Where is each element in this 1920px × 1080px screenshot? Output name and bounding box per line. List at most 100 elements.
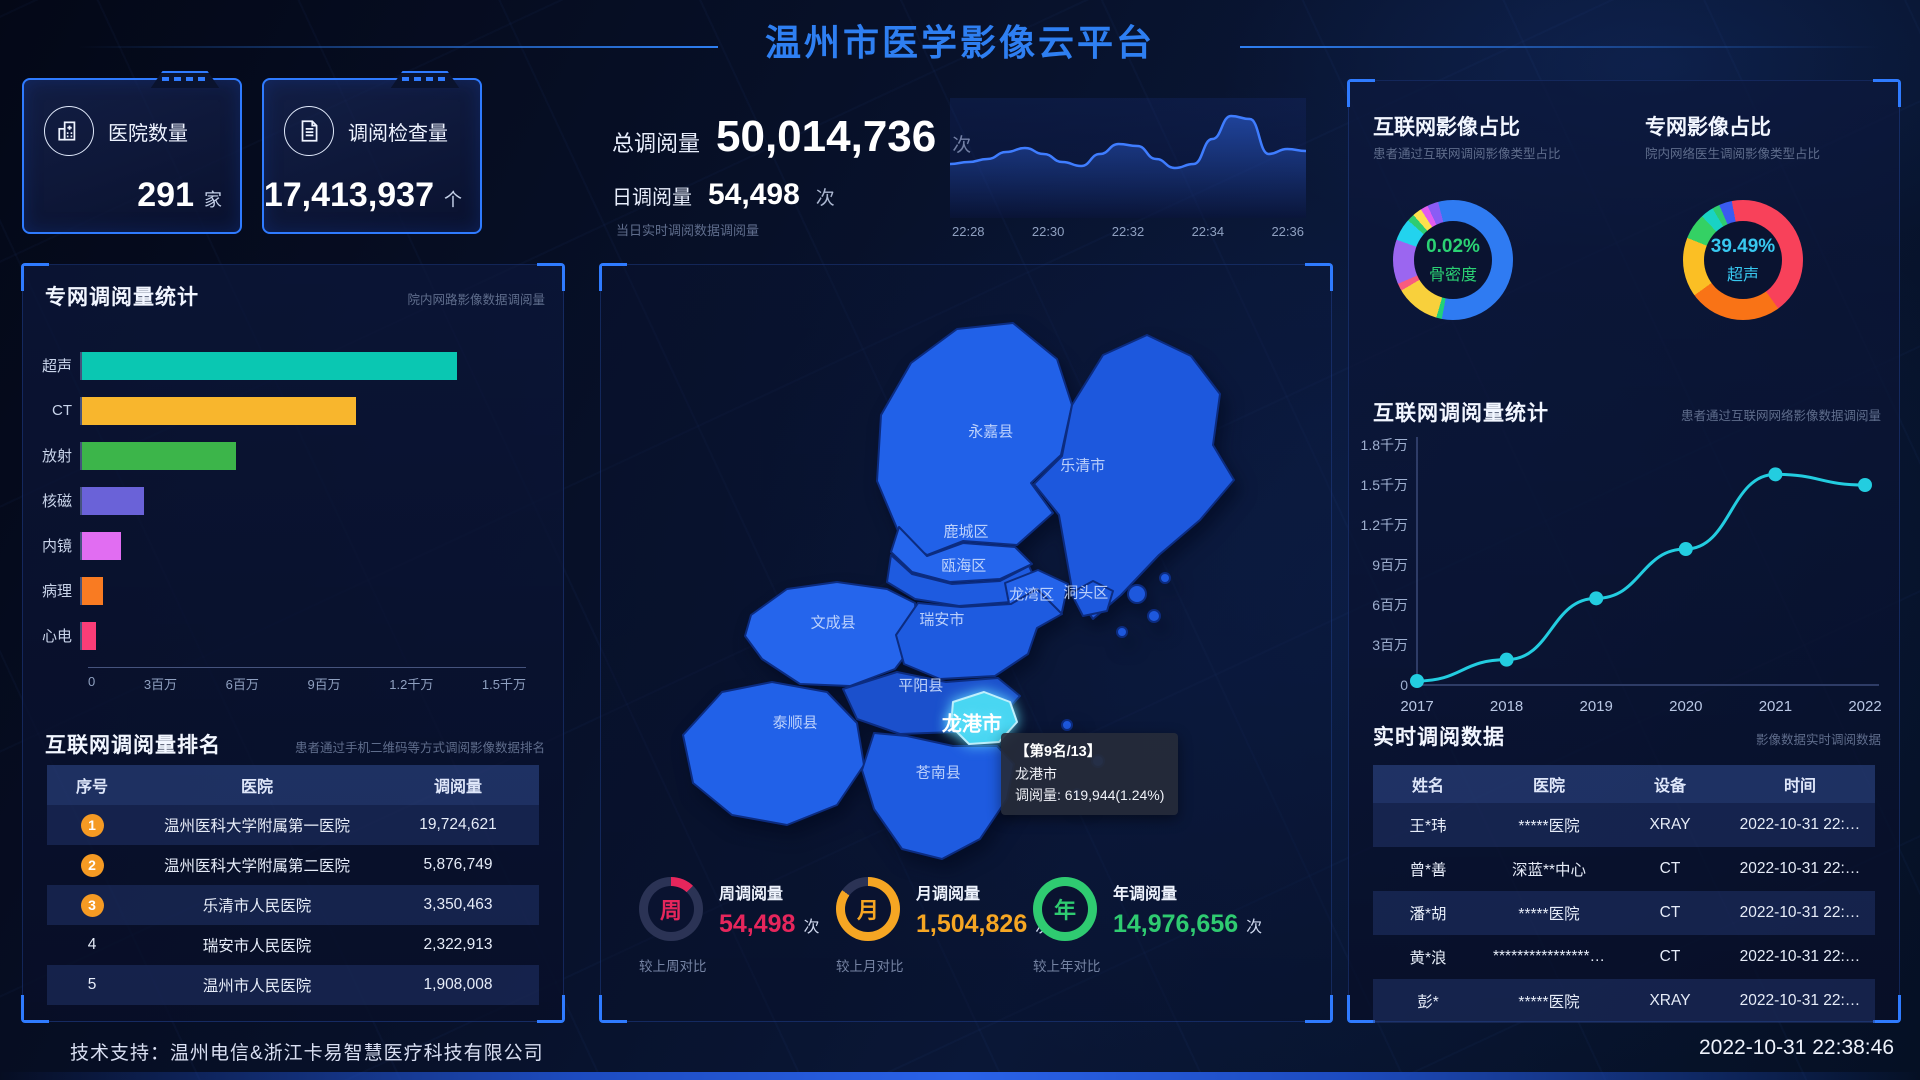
- map-svg[interactable]: [601, 265, 1331, 1021]
- svg-text:6百万: 6百万: [1372, 597, 1408, 613]
- period-value: 14,976,656: [1113, 909, 1239, 938]
- daily-views-label: 日调阅量: [612, 187, 692, 209]
- period-ring-label: 月: [856, 898, 879, 923]
- axis-tick-label: 9百万: [307, 677, 341, 692]
- axis-tick-label: 1.5千万: [481, 677, 526, 692]
- rank-badge: 2: [80, 853, 104, 877]
- bar-row: 心电: [23, 613, 563, 658]
- bar-fill: [82, 531, 122, 560]
- patient-name-cell: 曾*善: [1409, 862, 1447, 879]
- time-cell: 2022-10-31 22:…: [1739, 860, 1861, 877]
- device-cell: CT: [1659, 948, 1681, 965]
- rank-hospital-cell: 瑞安市人民医院: [202, 938, 312, 955]
- dongtou-island[interactable]: [1147, 609, 1161, 623]
- private-share-center: 39.49% 超声: [1683, 200, 1803, 320]
- svg-text:0: 0: [1400, 677, 1408, 693]
- rank-table-row: 2 温州医科大学附属第二医院 5,876,749: [47, 845, 539, 885]
- rank-col-value: 调阅量: [433, 779, 482, 796]
- rank-table-header: 序号 医院 调阅量: [47, 765, 539, 805]
- period-ring: 月: [836, 877, 900, 941]
- realtime-subtitle: 影像数据实时调阅数据: [1755, 733, 1881, 747]
- internet-share-donut-ring: 0.02% 骨密度: [1393, 200, 1513, 320]
- district-label: 平阳县: [898, 677, 944, 695]
- rank-section-subtitle: 患者通过手机二维码等方式调阅影像数据排名: [294, 741, 545, 755]
- dongtou-island[interactable]: [1127, 584, 1147, 604]
- stat-card-value-row: 291 家: [137, 176, 222, 215]
- time-tick-label: 22:28: [952, 224, 985, 239]
- dongtou-island[interactable]: [1159, 572, 1171, 584]
- rank-index-cell: 2: [47, 853, 137, 877]
- stat-card-head: 调阅检查量: [264, 80, 480, 156]
- bar-row: 病理: [23, 568, 563, 613]
- bar-section-title: 专网调阅量统计: [45, 286, 199, 309]
- realtime-table-header: 姓名 医院 设备 时间: [1373, 765, 1875, 803]
- internet-share-percent: 0.02%: [1426, 235, 1480, 257]
- period-title: 周调阅量: [719, 885, 784, 903]
- rank-value-cell: 3,350,463: [423, 896, 493, 913]
- period-ring-group: 周 周调阅量 54,498 次较上周对比: [639, 877, 819, 975]
- stat-card-label: 医院数量: [108, 122, 188, 145]
- stat-card-value: 17,413,937: [263, 176, 434, 214]
- axis-tick-label: 1.2千万: [389, 677, 434, 692]
- private-bar-axis: 0 3百万 6百万 9百万 1.2千万 1.5千万: [88, 667, 526, 693]
- svg-text:3百万: 3百万: [1372, 637, 1408, 653]
- patient-name-cell: 潘*胡: [1409, 906, 1447, 923]
- dongtou-island[interactable]: [1116, 626, 1128, 638]
- district-shape-taishun[interactable]: [682, 681, 865, 826]
- wenzhou-map[interactable]: 永嘉县 乐清市 鹿城区 瓯海区 龙湾区 洞头区 文成县 瑞安市 平阳县 泰顺县 龙港市 苍南县 【第9…: [601, 265, 1331, 1021]
- rank-value-cell: 1,908,008: [423, 976, 493, 993]
- time-tick-label: 22:36: [1271, 224, 1304, 239]
- rank-section-title: 互联网调阅量排名: [45, 734, 221, 757]
- bar-category-label: 核磁: [41, 493, 72, 510]
- period-value: 1,504,826: [916, 909, 1028, 938]
- tooltip-district-name: 龙港市: [1015, 765, 1057, 782]
- bar-row: 放射: [23, 433, 563, 478]
- axis-tick-label: 6百万: [225, 677, 259, 692]
- district-label: 泰顺县: [772, 714, 818, 732]
- period-ring-top: 月 月调阅量 1,504,826次: [836, 877, 1051, 941]
- district-shape-cangnan[interactable]: [861, 732, 1015, 860]
- district-shape-yueqing[interactable]: [1033, 334, 1235, 620]
- patient-name-cell: 彭*: [1417, 994, 1439, 1011]
- realtime-table-row: 潘*胡 *****医院 CT 2022-10-31 22:…: [1373, 891, 1875, 935]
- realtime-sparkline: [949, 98, 1307, 218]
- district-shape-dongtou[interactable]: [1070, 580, 1114, 617]
- svg-text:2019: 2019: [1580, 698, 1613, 715]
- svg-text:9百万: 9百万: [1372, 557, 1408, 573]
- period-unit: 次: [1246, 918, 1263, 936]
- district-label: 洞头区: [1063, 584, 1109, 602]
- district-shape-ruian[interactable]: [895, 588, 1063, 680]
- tooltip-rank-line: 【第9名/13】: [1015, 744, 1102, 760]
- period-title: 年调阅量: [1113, 885, 1178, 903]
- document-icon: [284, 106, 334, 156]
- period-text: 月调阅量 1,504,826次: [916, 880, 1051, 939]
- svg-text:2018: 2018: [1490, 698, 1523, 715]
- trend-subtitle: 患者通过互联网网络影像数据调阅量: [1680, 409, 1881, 423]
- svg-text:2017: 2017: [1400, 698, 1433, 715]
- private-share-label: 超声: [1726, 266, 1759, 284]
- district-shape-wencheng[interactable]: [744, 581, 919, 687]
- period-compare: 较上周对比: [639, 959, 707, 974]
- bar-fill: [82, 351, 458, 380]
- stat-card-value-row: 17,413,937 个: [264, 176, 462, 215]
- footer-accent-bar: [0, 1072, 1920, 1080]
- svg-text:1.8千万: 1.8千万: [1361, 437, 1408, 453]
- rank-value-cell: 5,876,749: [423, 856, 493, 873]
- stat-card-value: 291: [137, 176, 194, 214]
- total-views-row: 总调阅量 50,014,736 次: [612, 112, 971, 162]
- period-value-row: 54,498 次: [719, 910, 819, 939]
- private-bar-rows: 超声 CT 放射 核磁 内镜 病理 心电: [23, 343, 563, 658]
- district-label: 瑞安市: [919, 611, 965, 629]
- district-shape-lucheng[interactable]: [890, 526, 1033, 583]
- private-network-panel: 专网调阅量统计 院内网路影像数据调阅量 超声 CT 放射 核磁 内镜 病理 心电 0 3百万 6…: [21, 263, 565, 1023]
- district-label: 瓯海区: [941, 557, 987, 575]
- private-share-donut-ring: 39.49% 超声: [1683, 200, 1803, 320]
- footer-support-text: 技术支持：温州电信&浙江卡易智慧医疗科技有限公司: [70, 1043, 544, 1064]
- daily-views-note: 当日实时调阅数据调阅量: [616, 223, 760, 238]
- coast-island[interactable]: [1061, 719, 1073, 731]
- period-ring-group: 月 月调阅量 1,504,826次较上月对比: [836, 877, 1051, 975]
- bar-section-subtitle: 院内网路影像数据调阅量: [407, 293, 545, 307]
- district-shape-longgang[interactable]: [950, 691, 1018, 745]
- svg-text:1.2千万: 1.2千万: [1361, 517, 1408, 533]
